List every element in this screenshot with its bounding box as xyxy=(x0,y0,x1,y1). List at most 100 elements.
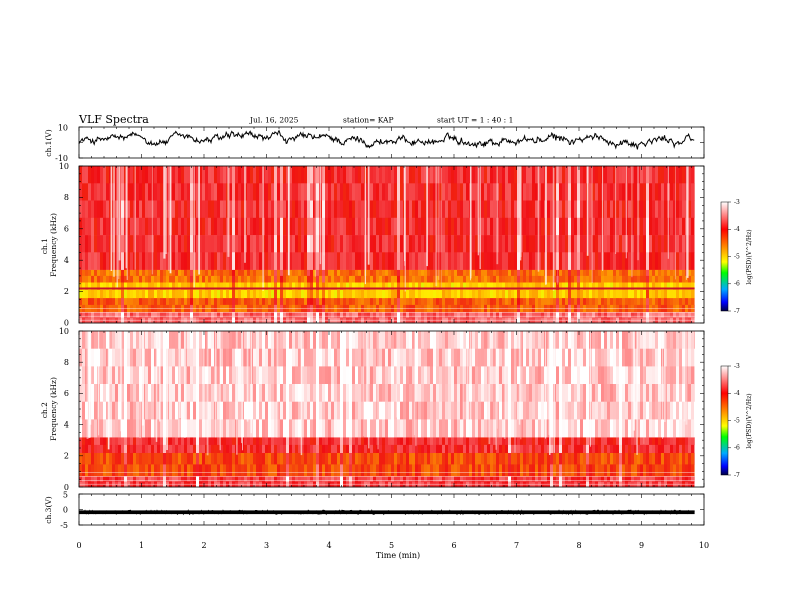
spectrogram-cell xyxy=(271,444,274,453)
spectrogram-cell xyxy=(511,464,514,477)
spectrogram-cell xyxy=(394,235,397,253)
spectrogram-cell xyxy=(133,384,136,402)
spectrogram-cell xyxy=(595,312,598,318)
spectrogram-cell xyxy=(604,290,607,299)
spectrogram-cell xyxy=(631,290,634,299)
spectrogram-cell xyxy=(403,290,406,299)
spectrogram-cell xyxy=(151,166,154,184)
spectrogram-cell xyxy=(259,444,262,453)
spectrogram-cell xyxy=(436,312,439,318)
spectrogram-cell xyxy=(301,401,304,420)
spectrogram-cell xyxy=(355,297,358,306)
spectrogram-cell xyxy=(424,166,427,184)
spectrogram-cell xyxy=(532,252,535,270)
spectrogram-cell xyxy=(373,217,376,236)
spectrogram-streak xyxy=(116,166,118,290)
spectrogram-cell xyxy=(130,217,133,236)
spectrogram-cell xyxy=(121,312,124,318)
spectrogram-cell xyxy=(319,401,322,420)
spectrogram-cell xyxy=(121,401,124,420)
spectrogram-cell xyxy=(157,290,160,299)
spectrogram-cell xyxy=(355,252,358,270)
spectrogram-cell xyxy=(388,419,391,438)
spectrogram-cell xyxy=(118,476,121,482)
spectrogram-cell xyxy=(379,200,382,219)
spectrogram-cell xyxy=(355,401,358,420)
spectrogram-cell xyxy=(154,183,157,201)
spectrogram-cell xyxy=(265,200,268,219)
spectrogram-cell xyxy=(217,235,220,253)
spectrogram-cell xyxy=(220,275,223,283)
spectrogram-cell xyxy=(181,217,184,236)
spectrogram-cell xyxy=(532,217,535,236)
spectrogram-cell xyxy=(313,476,316,482)
spectrogram-cell xyxy=(475,312,478,318)
spectrogram-cell xyxy=(163,252,166,270)
spectrogram-cell xyxy=(388,290,391,299)
spectrogram-cell xyxy=(334,290,337,299)
spectrogram-cell xyxy=(262,348,265,367)
spectrogram-cell xyxy=(103,437,106,446)
spectrogram-cell xyxy=(292,366,295,385)
spectrogram-cell xyxy=(271,419,274,438)
spectrogram-cell xyxy=(109,183,112,201)
spectrogram-cell xyxy=(307,269,310,277)
spectrogram-cell xyxy=(172,401,175,420)
spectrogram-cell xyxy=(355,275,358,283)
spectrogram-cell xyxy=(640,217,643,236)
spectrogram-cell xyxy=(94,252,97,270)
spectrogram-cell xyxy=(337,312,340,318)
spectrogram-cell xyxy=(661,297,664,306)
spectrogram-cell xyxy=(373,464,376,477)
spectrogram-cell xyxy=(508,282,511,291)
spectrogram-cell xyxy=(85,217,88,236)
spectrogram-cell xyxy=(364,312,367,318)
spectrogram-cell xyxy=(226,290,229,299)
spectrogram-cell xyxy=(97,269,100,277)
spectrogram-cell xyxy=(487,200,490,219)
spectrogram-cell xyxy=(484,235,487,253)
spectrogram-streak xyxy=(165,166,168,254)
spectrogram-cell xyxy=(196,282,199,291)
spectrogram-cell xyxy=(574,166,577,184)
spectrogram-cell xyxy=(190,476,193,482)
spectrogram-cell xyxy=(121,366,124,385)
spectrogram-cell xyxy=(217,401,220,420)
spectrogram-cell xyxy=(460,200,463,219)
spectrogram-cell xyxy=(298,217,301,236)
spectrogram-cell xyxy=(238,476,241,482)
spectrogram-cell xyxy=(367,312,370,318)
spectrogram-cell xyxy=(508,476,511,482)
spectrogram-cell xyxy=(103,401,106,420)
spectrogram-cell xyxy=(505,297,508,306)
spectrogram-cell xyxy=(514,464,517,477)
spectrogram-cell xyxy=(400,275,403,283)
spectrogram-cell xyxy=(418,401,421,420)
spectrogram-cell xyxy=(325,312,328,318)
spectrogram-cell xyxy=(223,366,226,385)
spectrogram-cell xyxy=(688,297,691,306)
spectrogram-cell xyxy=(295,290,298,299)
spectrogram-cell xyxy=(334,366,337,385)
spectrogram-cell xyxy=(304,366,307,385)
spectrogram-cell xyxy=(157,419,160,438)
spectrogram-cell xyxy=(160,297,163,306)
spectrogram-cell xyxy=(310,252,313,270)
spectrogram-cell xyxy=(157,312,160,318)
spectrogram-cell xyxy=(340,401,343,420)
spectrogram-cell xyxy=(418,331,421,349)
spectrogram-cell xyxy=(313,452,316,465)
spectrogram-cell xyxy=(523,183,526,201)
spectrogram-cell xyxy=(289,452,292,465)
spectrogram-cell xyxy=(487,183,490,201)
spectrogram-cell xyxy=(391,437,394,446)
spectrogram-cell xyxy=(586,252,589,270)
spectrogram-cell xyxy=(223,331,226,349)
spectrogram-cell xyxy=(208,464,211,477)
spectrogram-cell xyxy=(166,183,169,201)
spectrogram-cell xyxy=(340,419,343,438)
ch1-trace xyxy=(78,129,695,150)
spectrogram-cell xyxy=(319,312,322,318)
spectrogram-cell xyxy=(88,282,91,291)
spectrogram-cell xyxy=(172,200,175,219)
